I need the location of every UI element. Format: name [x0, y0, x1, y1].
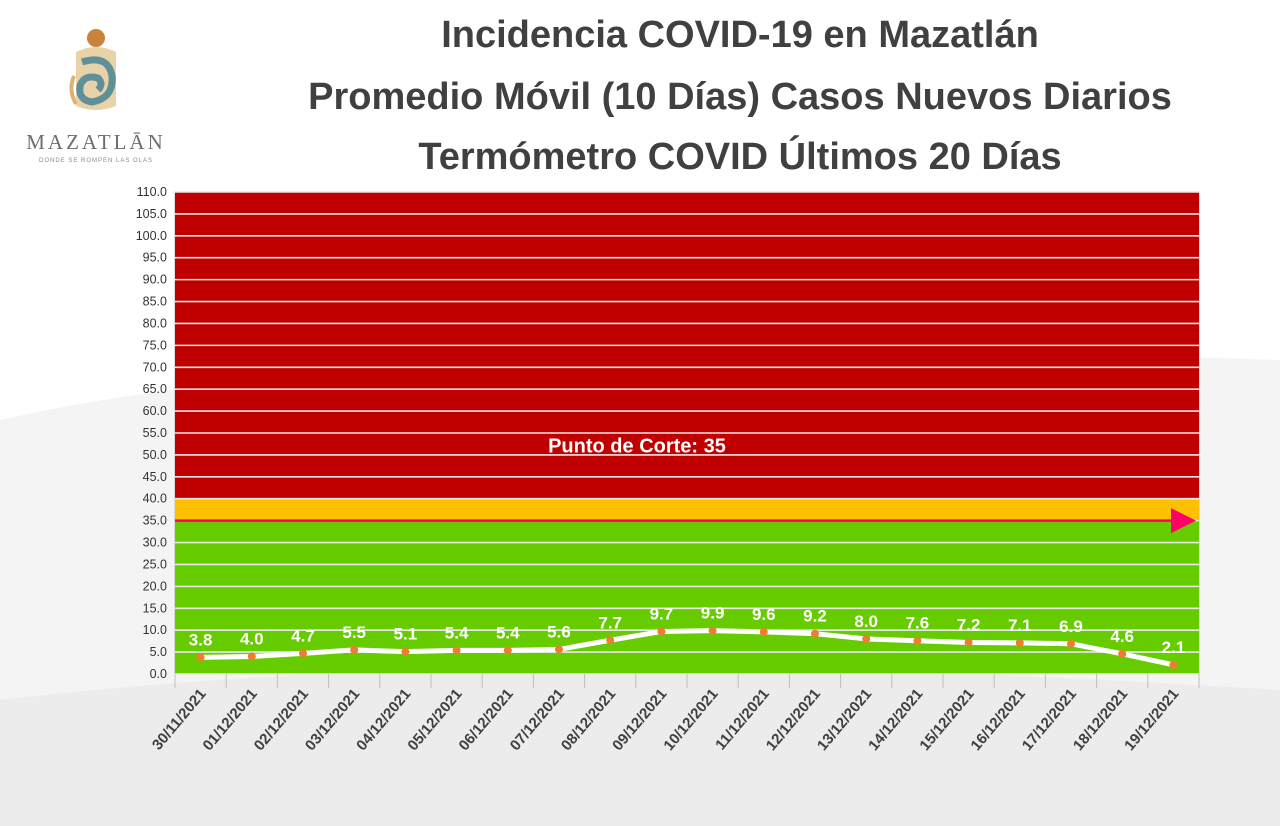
- y-tick-label: 35.0: [143, 514, 167, 528]
- y-tick-label: 55.0: [143, 426, 167, 440]
- data-point: [811, 629, 819, 638]
- data-label: 5.1: [394, 625, 418, 644]
- data-point: [555, 645, 563, 654]
- y-tick-label: 5.0: [150, 645, 167, 659]
- data-label: 7.2: [957, 615, 981, 634]
- y-tick-label: 105.0: [136, 207, 167, 221]
- y-tick-label: 30.0: [143, 536, 167, 550]
- data-label: 5.6: [547, 622, 571, 641]
- data-point: [657, 627, 666, 636]
- y-tick-label: 15.0: [143, 601, 167, 615]
- title-line-2: Promedio Móvil (10 Días) Casos Nuevos Di…: [308, 76, 1172, 118]
- data-point: [247, 652, 256, 661]
- data-label: 3.8: [189, 630, 213, 649]
- data-point: [759, 627, 768, 636]
- data-label: 6.9: [1059, 617, 1083, 636]
- risk-band-1: [175, 498, 1199, 521]
- title-line-1: Incidencia COVID-19 en Mazatlán: [441, 14, 1039, 56]
- data-label: 4.6: [1110, 627, 1134, 646]
- y-tick-label: 0.0: [150, 667, 167, 681]
- data-label: 5.4: [445, 623, 469, 642]
- logo-tagline: DONDE SE ROMPEN LAS OLAS: [38, 158, 154, 164]
- data-label: 4.7: [291, 626, 315, 645]
- y-tick-label: 110.0: [137, 185, 167, 199]
- data-label: 5.4: [496, 623, 520, 642]
- data-label: 9.2: [803, 607, 827, 626]
- data-label: 8.0: [854, 612, 878, 631]
- data-label: 9.6: [752, 605, 776, 624]
- y-tick-label: 40.0: [143, 492, 167, 506]
- data-point: [862, 634, 871, 643]
- data-label: 9.9: [701, 604, 725, 623]
- data-label: 7.7: [598, 613, 622, 632]
- y-tick-label: 50.0: [143, 448, 167, 462]
- y-tick-label: 65.0: [143, 382, 167, 396]
- y-tick-label: 85.0: [143, 295, 167, 309]
- y-tick-label: 95.0: [143, 251, 167, 265]
- threshold-label: Punto de Corte: 35: [548, 436, 726, 458]
- data-point: [606, 636, 615, 645]
- logo-wordmark: MAZATLĀN: [26, 130, 166, 154]
- data-point: [452, 646, 461, 655]
- mazatlan-shell-icon: [69, 29, 116, 110]
- data-label: 7.6: [906, 614, 930, 633]
- data-point: [913, 636, 922, 645]
- data-point: [503, 646, 512, 655]
- y-tick-label: 25.0: [143, 557, 167, 571]
- y-tick-label: 10.0: [143, 623, 167, 637]
- data-point: [1067, 639, 1075, 648]
- y-tick-label: 70.0: [143, 360, 167, 374]
- y-tick-label: 20.0: [143, 579, 167, 593]
- data-label: 2.1: [1162, 638, 1186, 657]
- y-tick-label: 60.0: [143, 404, 167, 418]
- y-tick-label: 45.0: [143, 470, 167, 484]
- data-point: [1169, 660, 1178, 669]
- data-point: [1118, 649, 1127, 658]
- data-point: [1015, 638, 1024, 647]
- mazatlan-logo: MAZATLĀN DONDE SE ROMPEN LAS OLAS: [18, 14, 178, 174]
- data-point: [299, 649, 307, 658]
- y-tick-label: 90.0: [143, 273, 167, 287]
- title-line-3: Termómetro COVID Últimos 20 Días: [418, 136, 1062, 178]
- series-line: [200, 628, 1174, 668]
- y-tick-label: 100.0: [136, 229, 167, 243]
- data-point: [196, 653, 205, 662]
- y-tick-label: 80.0: [143, 316, 167, 330]
- data-label: 5.5: [342, 623, 366, 642]
- data-label: 4.0: [240, 629, 264, 648]
- y-tick-label: 75.0: [143, 338, 167, 352]
- data-point: [350, 645, 359, 654]
- data-point: [401, 647, 410, 656]
- data-point: [964, 638, 973, 647]
- data-label: 7.1: [1008, 616, 1032, 635]
- data-label: 9.7: [650, 604, 674, 623]
- data-point: [708, 626, 717, 635]
